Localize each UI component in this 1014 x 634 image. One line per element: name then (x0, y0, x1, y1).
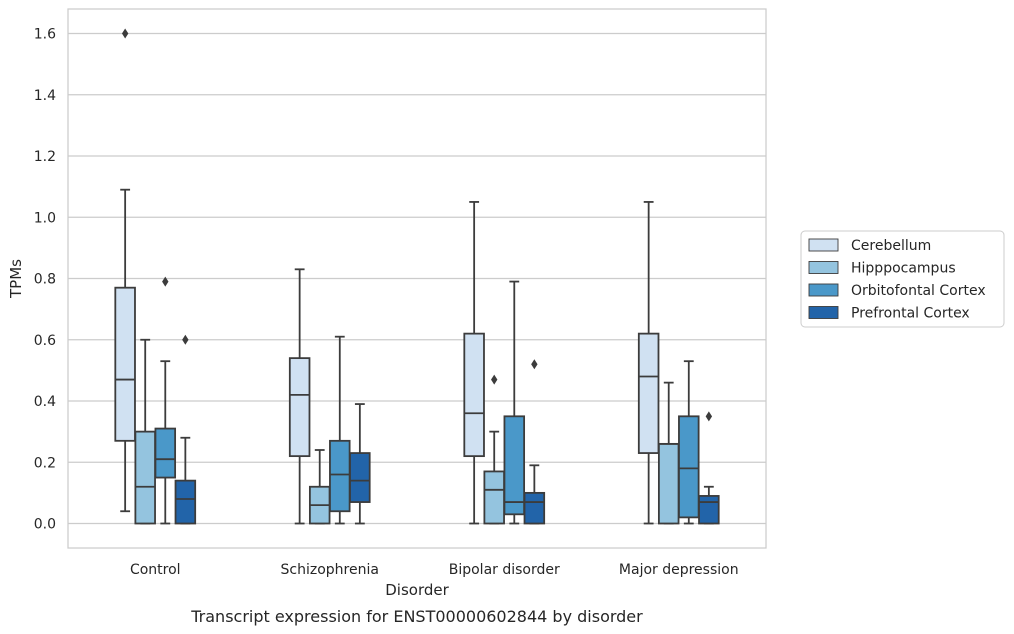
x-tick-label: Bipolar disorder (449, 562, 560, 578)
plot-area-frame (67, 8, 767, 549)
box-group (174, 334, 197, 525)
box-group (463, 201, 485, 525)
box-group (288, 268, 311, 525)
y-axis-ticks: 0.0 0.2 0.4 0.6 0.8 1.0 1.2 1.4 1.6 (34, 27, 56, 533)
y-tick-label: 0.2 (34, 455, 56, 471)
legend-swatch (808, 238, 839, 252)
outlier-point (121, 28, 129, 39)
x-axis-label: Disorder (385, 581, 449, 599)
y-tick-label: 0.0 (34, 517, 56, 533)
x-tick-label: Schizophrenia (281, 562, 379, 578)
box-iqr (483, 470, 505, 525)
box-iqr (698, 495, 720, 525)
box-group (657, 381, 680, 525)
box-iqr (114, 286, 136, 442)
box-group (678, 360, 700, 525)
outlier-point (705, 411, 713, 422)
legend-frame (800, 230, 1005, 328)
boxes (114, 28, 720, 525)
legend-label: Orbitofontal Cortex (851, 283, 986, 299)
box-iqr (174, 479, 197, 525)
legend: Cerebellum Hipppocampus Orbitofontal Corte… (800, 230, 1005, 328)
box-iqr (329, 439, 351, 513)
outlier-point (182, 334, 189, 345)
box-iqr (134, 430, 156, 525)
box-iqr (288, 357, 311, 458)
x-tick-label: Major depression (619, 562, 739, 578)
legend-swatch (808, 261, 839, 274)
y-tick-label: 1.0 (34, 210, 56, 226)
chart-caption: Transcript expression for ENST0000060284… (190, 607, 643, 626)
y-tick-label: 0.4 (34, 394, 56, 410)
x-axis-ticks: Control Schizophrenia Bipolar disorder Majo… (130, 562, 739, 578)
outlier-point (491, 374, 498, 385)
y-tick-label: 1.6 (34, 27, 56, 43)
box-group (637, 201, 660, 525)
legend-label: Prefrontal Cortex (851, 306, 970, 322)
box-iqr (637, 332, 660, 454)
outlier-point (531, 359, 538, 370)
legend-swatch (808, 283, 839, 297)
y-axis-label: TPMs (7, 259, 25, 299)
y-tick-label: 1.2 (34, 149, 56, 165)
legend-label: Hipppocampus (851, 261, 956, 277)
box-group (698, 411, 720, 525)
legend-swatch (808, 306, 839, 319)
box-group (503, 280, 526, 525)
outlier-point (162, 276, 169, 287)
box-group (114, 28, 136, 513)
box-group (329, 335, 351, 525)
box-iqr (154, 427, 177, 479)
x-tick-label: Control (130, 562, 181, 578)
box-group (349, 403, 371, 525)
box-group (523, 359, 546, 525)
legend-label: Cerebellum (851, 238, 931, 254)
box-iqr (678, 415, 700, 519)
box-iqr (463, 332, 485, 458)
box-group (154, 276, 177, 525)
box-group (134, 338, 156, 525)
box-group (308, 449, 331, 525)
box-iqr (349, 452, 371, 503)
box-iqr (503, 415, 526, 516)
y-tick-label: 1.4 (34, 88, 56, 104)
y-tick-label: 0.8 (34, 272, 56, 288)
box-iqr (523, 491, 546, 525)
box-iqr (657, 442, 680, 525)
box-group (483, 374, 505, 525)
y-tick-label: 0.6 (34, 333, 56, 349)
